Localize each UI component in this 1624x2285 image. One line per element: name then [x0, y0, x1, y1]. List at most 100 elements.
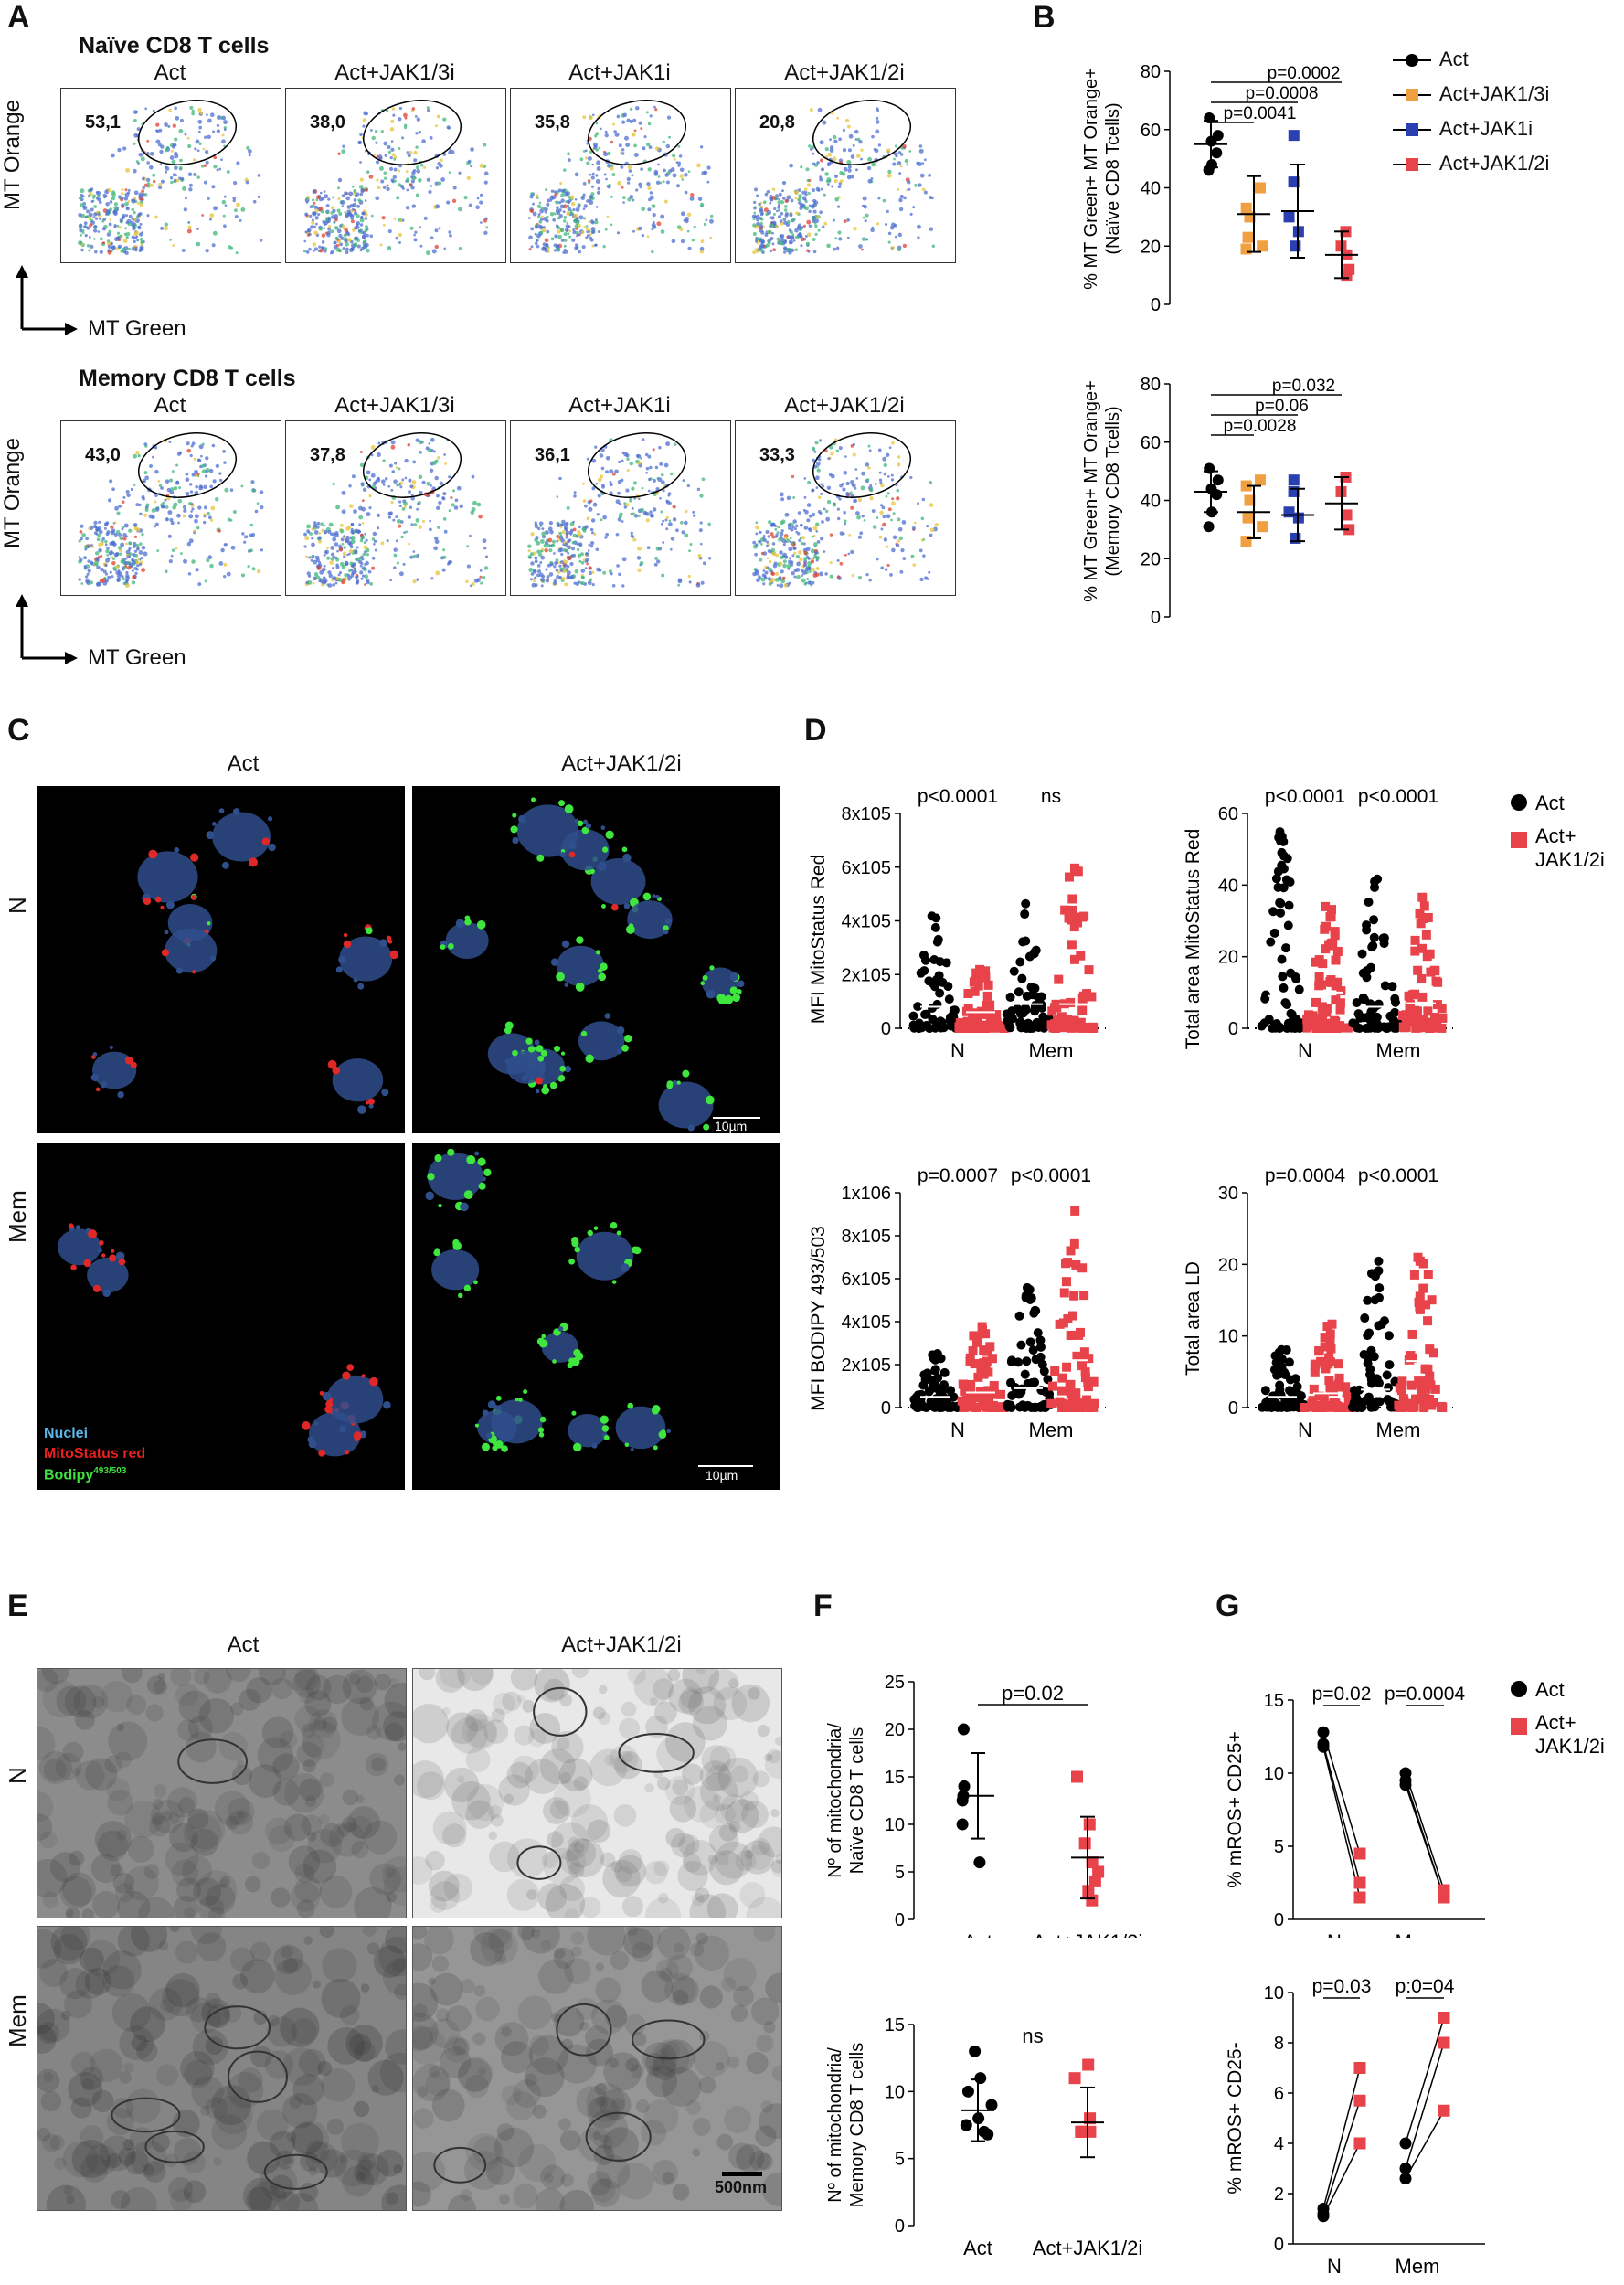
data-point [1288, 176, 1300, 188]
data-point [1315, 1017, 1325, 1027]
data-point [1035, 1342, 1046, 1352]
data-point [1376, 1320, 1386, 1330]
y-tick-label: 0 [881, 1019, 891, 1039]
data-point [967, 1023, 977, 1033]
data-point [1077, 1361, 1088, 1371]
data-point [958, 1379, 968, 1389]
data-point [963, 988, 973, 998]
data-point [1024, 1284, 1035, 1294]
data-point [1353, 2137, 1366, 2150]
x-category-label: N [1298, 1039, 1312, 1062]
data-point [1353, 1876, 1366, 1889]
data-point [1390, 994, 1400, 1004]
data-point [1072, 1351, 1082, 1361]
data-point [944, 994, 954, 1004]
flow-plot: 36,1 [510, 420, 731, 596]
data-point [1425, 1023, 1435, 1033]
c-row-label-n: N [4, 897, 31, 914]
data-point [1317, 1726, 1330, 1738]
y-tick-label: 4x105 [842, 1313, 892, 1333]
c-col-label-jak: Act+JAK1/2i [561, 751, 682, 776]
em-mem-act [37, 1926, 407, 2211]
data-point [1317, 2210, 1330, 2223]
data-point [1404, 991, 1414, 1001]
pair-line [1405, 2110, 1445, 2179]
data-point [1322, 1322, 1332, 1332]
data-point [1058, 1318, 1068, 1328]
panel-letter-d: D [804, 713, 827, 748]
data-point [1005, 1023, 1015, 1033]
data-point [965, 1379, 975, 1389]
data-point [1070, 1206, 1080, 1216]
data-point [1240, 243, 1252, 255]
data-point [1397, 1376, 1407, 1387]
flow-density [528, 100, 714, 254]
legend-marker-act [1511, 1681, 1527, 1697]
e-row-label-mem: Mem [4, 1994, 31, 2047]
data-point [1067, 940, 1077, 950]
data-point [982, 1356, 992, 1366]
data-point [1379, 933, 1389, 943]
data-point [1338, 1402, 1348, 1412]
data-point [1003, 1402, 1013, 1412]
data-point [1352, 997, 1362, 1007]
legend-swatch [1393, 89, 1431, 102]
data-point [1066, 1022, 1076, 1032]
data-point [914, 1023, 924, 1033]
data-point [1364, 1392, 1374, 1402]
data-point [1076, 1017, 1086, 1027]
data-point [1257, 521, 1268, 533]
data-point [1240, 202, 1252, 214]
data-point [1006, 1356, 1016, 1366]
gate-ellipse [812, 100, 912, 165]
data-point [1283, 211, 1295, 223]
legend-mito: MitoStatus red [44, 1446, 146, 1461]
y-axis-label: % MT Green+ MT Orange+ [1081, 68, 1101, 290]
data-point [1315, 1401, 1325, 1411]
data-point [970, 986, 980, 996]
data-point [1275, 1380, 1285, 1390]
flow-plot: 20,8 [735, 88, 956, 263]
data-point [1415, 1378, 1425, 1388]
data-point [1240, 480, 1252, 492]
data-point [930, 1366, 940, 1376]
data-point [1437, 1402, 1447, 1412]
flow-condition-label: Act+JAK1/3i [334, 60, 455, 85]
flow-plot: 37,8 [285, 420, 506, 596]
data-point [1276, 908, 1286, 918]
p-value: ns [1041, 786, 1061, 807]
data-point [1420, 1364, 1430, 1374]
gate-ellipse [362, 432, 462, 498]
data-point [1059, 1288, 1069, 1298]
data-point [1088, 1875, 1101, 1887]
y-tick-label: 15 [885, 1768, 905, 1788]
data-point [1023, 1400, 1033, 1410]
pair-line [1322, 1743, 1361, 1884]
p-value: p=0.032 [1272, 377, 1335, 396]
data-point [983, 1386, 993, 1396]
scale-label-e: 500nm [715, 2178, 768, 2196]
data-point [916, 968, 926, 978]
data-point [1353, 1891, 1366, 1904]
data-point [982, 1402, 992, 1412]
data-point [1430, 1023, 1440, 1033]
data-point [1054, 974, 1064, 984]
data-point [1365, 1369, 1375, 1379]
y-tick-label: 0 [895, 1910, 905, 1930]
data-point [1322, 1400, 1332, 1410]
cell-field [425, 1148, 671, 1452]
data-point [930, 922, 940, 932]
chart-d-mfi-bodipy: 0 2x105 4x105 6x105 8x105 1x106 MFI BODIPY 493… [808, 1165, 1106, 1441]
y-tick-label: 8 [1274, 2034, 1284, 2054]
data-point [1261, 990, 1271, 1000]
data-point [1071, 1388, 1081, 1398]
panel-letter-e: E [7, 1589, 28, 1623]
pair-line [1405, 2042, 1445, 2169]
data-point [1204, 462, 1215, 474]
data-point [934, 971, 944, 981]
data-point [935, 957, 945, 967]
gate-percentage: 53,1 [85, 112, 121, 133]
data-point [1310, 1367, 1320, 1377]
data-point [1069, 1238, 1079, 1249]
data-point [1325, 1357, 1335, 1367]
